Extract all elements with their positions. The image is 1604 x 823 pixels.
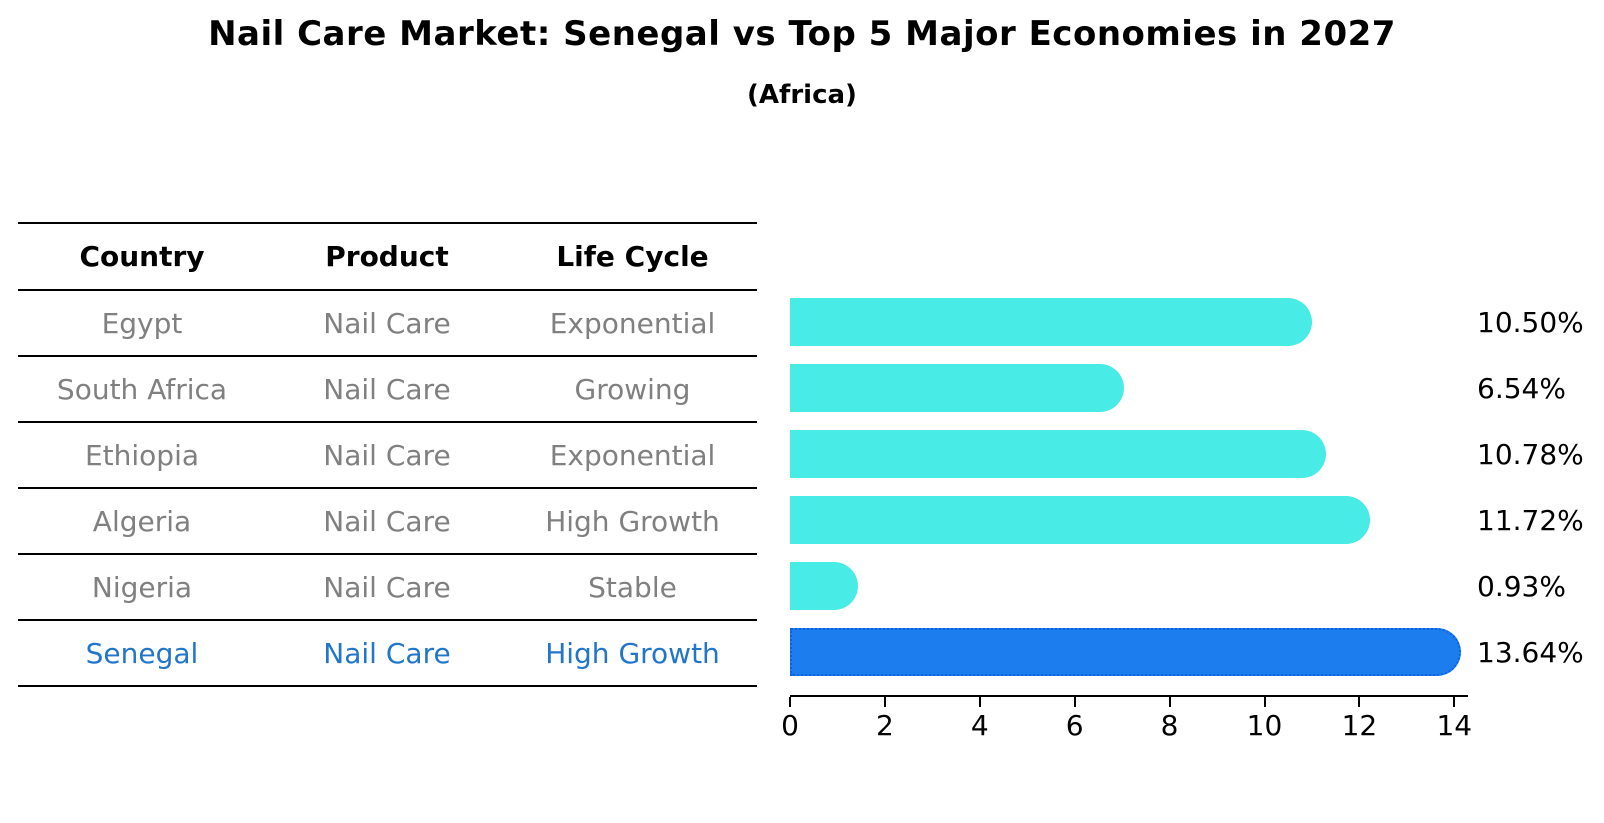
column-header-life-cycle: Life Cycle <box>556 240 709 273</box>
table-cell-product: Nail Care <box>323 570 451 604</box>
x-tick-mark <box>789 697 791 707</box>
x-tick-mark <box>1263 697 1266 707</box>
table-cell-product: Nail Care <box>323 306 451 340</box>
x-tick-label: 0 <box>781 709 799 742</box>
table-cell-product: Nail Care <box>323 438 451 472</box>
x-tick-mark <box>883 697 886 707</box>
bar-row <box>790 619 1490 685</box>
bar-nigeria <box>790 562 858 610</box>
table-cell-country: Senegal <box>85 636 199 670</box>
table-row: South Africa Nail Care Growing <box>18 355 757 421</box>
table-cell-country: Algeria <box>92 504 192 538</box>
bar-senegal <box>790 628 1461 676</box>
bar-row <box>790 553 1490 619</box>
bar-value-label: 13.64% <box>1477 635 1584 669</box>
bar-algeria <box>790 496 1370 544</box>
table-cell-life-cycle: Stable <box>588 570 677 604</box>
x-tick-label: 14 <box>1436 709 1473 742</box>
x-tick-mark <box>978 697 981 707</box>
table-cell-life-cycle: Exponential <box>549 438 716 472</box>
table-cell-product: Nail Care <box>323 372 451 406</box>
table-row: Egypt Nail Care Exponential <box>18 289 757 355</box>
table-cell-life-cycle: Exponential <box>549 306 716 340</box>
bar-value-label: 6.54% <box>1477 371 1566 405</box>
chart-title: Nail Care Market: Senegal vs Top 5 Major… <box>208 14 1396 54</box>
table-row: Ethiopia Nail Care Exponential <box>18 421 757 487</box>
x-tick-mark <box>1453 697 1456 707</box>
x-tick-label: 4 <box>970 709 989 742</box>
bar-ethiopia <box>790 430 1326 478</box>
table-cell-life-cycle: High Growth <box>545 504 720 538</box>
bar-value-label: 10.50% <box>1477 305 1584 339</box>
x-tick-mark <box>1358 697 1361 707</box>
country-table: Country Product Life Cycle Egypt Nail Car… <box>18 222 757 687</box>
chart-subtitle: (Africa) <box>747 80 857 110</box>
bar-south-africa <box>790 364 1124 412</box>
bar-row <box>790 355 1490 421</box>
table-cell-life-cycle: Growing <box>574 372 691 406</box>
column-header-product: Product <box>325 240 449 273</box>
table-row: Senegal Nail Care High Growth <box>18 619 757 685</box>
table-row: Algeria Nail Care High Growth <box>18 487 757 553</box>
x-axis-line <box>790 695 1468 697</box>
bar-chart <box>790 289 1490 685</box>
bar-value-label: 11.72% <box>1477 503 1584 537</box>
x-tick-label: 8 <box>1160 709 1179 742</box>
x-tick-mark <box>1168 697 1171 707</box>
x-tick-label: 12 <box>1341 709 1378 742</box>
x-tick-mark <box>1073 697 1076 707</box>
bar-row <box>790 421 1490 487</box>
bar-value-label: 0.93% <box>1477 569 1566 603</box>
table-body: Egypt Nail Care Exponential South Africa Nai… <box>18 289 757 685</box>
table-header-row: Country Product Life Cycle <box>18 224 757 289</box>
table-cell-country: Egypt <box>101 306 183 340</box>
x-tick-label: 6 <box>1065 709 1084 742</box>
bar-egypt <box>790 298 1312 346</box>
bar-value-label: 10.78% <box>1477 437 1584 471</box>
column-header-country: Country <box>79 240 205 273</box>
table-cell-country: South Africa <box>56 372 228 406</box>
bar-row <box>790 289 1490 355</box>
table-cell-country: Nigeria <box>91 570 193 604</box>
table-cell-life-cycle: High Growth <box>545 636 720 670</box>
table-cell-country: Ethiopia <box>84 438 200 472</box>
x-tick-label: 2 <box>875 709 894 742</box>
table-cell-product: Nail Care <box>323 636 451 670</box>
x-tick-label: 10 <box>1246 709 1283 742</box>
bar-row <box>790 487 1490 553</box>
table-cell-product: Nail Care <box>323 504 451 538</box>
value-label-column: 10.50% 6.54% 10.78% 11.72% 0.93% 13.64% <box>1477 289 1584 685</box>
table-row: Nigeria Nail Care Stable <box>18 553 757 619</box>
